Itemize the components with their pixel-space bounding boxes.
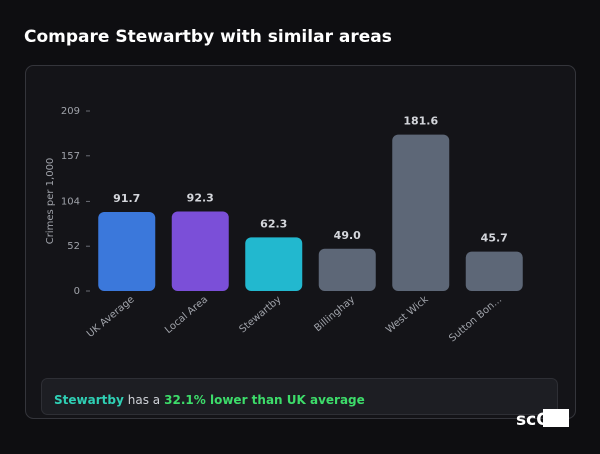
- y-axis-label: Crimes per 1,000: [45, 158, 56, 245]
- value-label: 91.7: [113, 192, 140, 205]
- summary-verb: has a: [128, 393, 160, 407]
- bar: [465, 251, 523, 291]
- summary-comparison: 32.1% lower than UK average: [164, 393, 365, 407]
- value-label: 92.3: [187, 192, 214, 205]
- page-title: Compare Stewartby with similar areas: [24, 27, 392, 47]
- y-tick-label: 104: [61, 196, 80, 207]
- summary-text: Stewartby has a 32.1% lower than UK averag…: [54, 393, 365, 407]
- logo-badge: [543, 409, 569, 427]
- y-tick-label: 52: [67, 241, 80, 252]
- bar: [318, 248, 376, 291]
- bar: [171, 211, 229, 291]
- logo: scOS: [516, 410, 563, 430]
- bar: [245, 237, 303, 291]
- value-label: 45.7: [481, 232, 508, 245]
- y-tick-label: 0: [74, 286, 80, 297]
- value-label: 181.6: [403, 115, 438, 128]
- summary-box: [41, 378, 558, 415]
- summary-area: Stewartby: [54, 393, 124, 407]
- bar: [98, 212, 156, 291]
- bar: [392, 134, 450, 291]
- value-label: 62.3: [260, 217, 287, 230]
- y-tick-label: 209: [61, 106, 80, 117]
- y-tick-label: 157: [61, 151, 80, 162]
- value-label: 49.0: [334, 229, 361, 242]
